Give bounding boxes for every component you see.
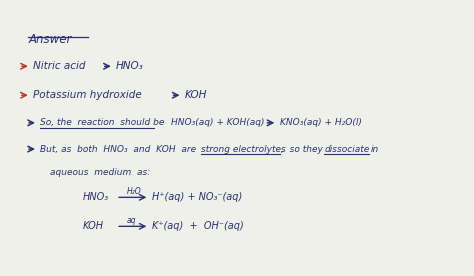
Text: KNO₃(aq) + H₂O(l): KNO₃(aq) + H₂O(l) [280,118,362,127]
Text: So, the  reaction  should be: So, the reaction should be [40,118,164,127]
Text: aqueous  medium  as:: aqueous medium as: [50,168,150,177]
Text: H⁺(aq) + NO₃⁻(aq): H⁺(aq) + NO₃⁻(aq) [152,192,242,202]
Text: HNO₃(aq) + KOH(aq): HNO₃(aq) + KOH(aq) [171,118,264,127]
Text: Nitric acid: Nitric acid [33,61,86,71]
Text: aq: aq [127,216,136,225]
Text: But, as  both  HNO₃  and  KOH  are: But, as both HNO₃ and KOH are [40,145,196,153]
Text: HNO₃: HNO₃ [83,192,109,202]
Text: in: in [371,145,379,153]
Text: ,  so they: , so they [281,145,322,153]
Text: KOH: KOH [83,221,104,231]
Text: HNO₃: HNO₃ [116,61,144,71]
Text: H₂O: H₂O [127,187,141,196]
Text: KOH: KOH [185,90,207,100]
Text: Potassium hydroxide: Potassium hydroxide [33,90,142,100]
Text: strong electrolytes: strong electrolytes [201,145,286,153]
Text: dissociate: dissociate [325,145,370,153]
Text: Answer: Answer [28,33,72,46]
Text: K⁺(aq)  +  OH⁻(aq): K⁺(aq) + OH⁻(aq) [152,221,244,231]
